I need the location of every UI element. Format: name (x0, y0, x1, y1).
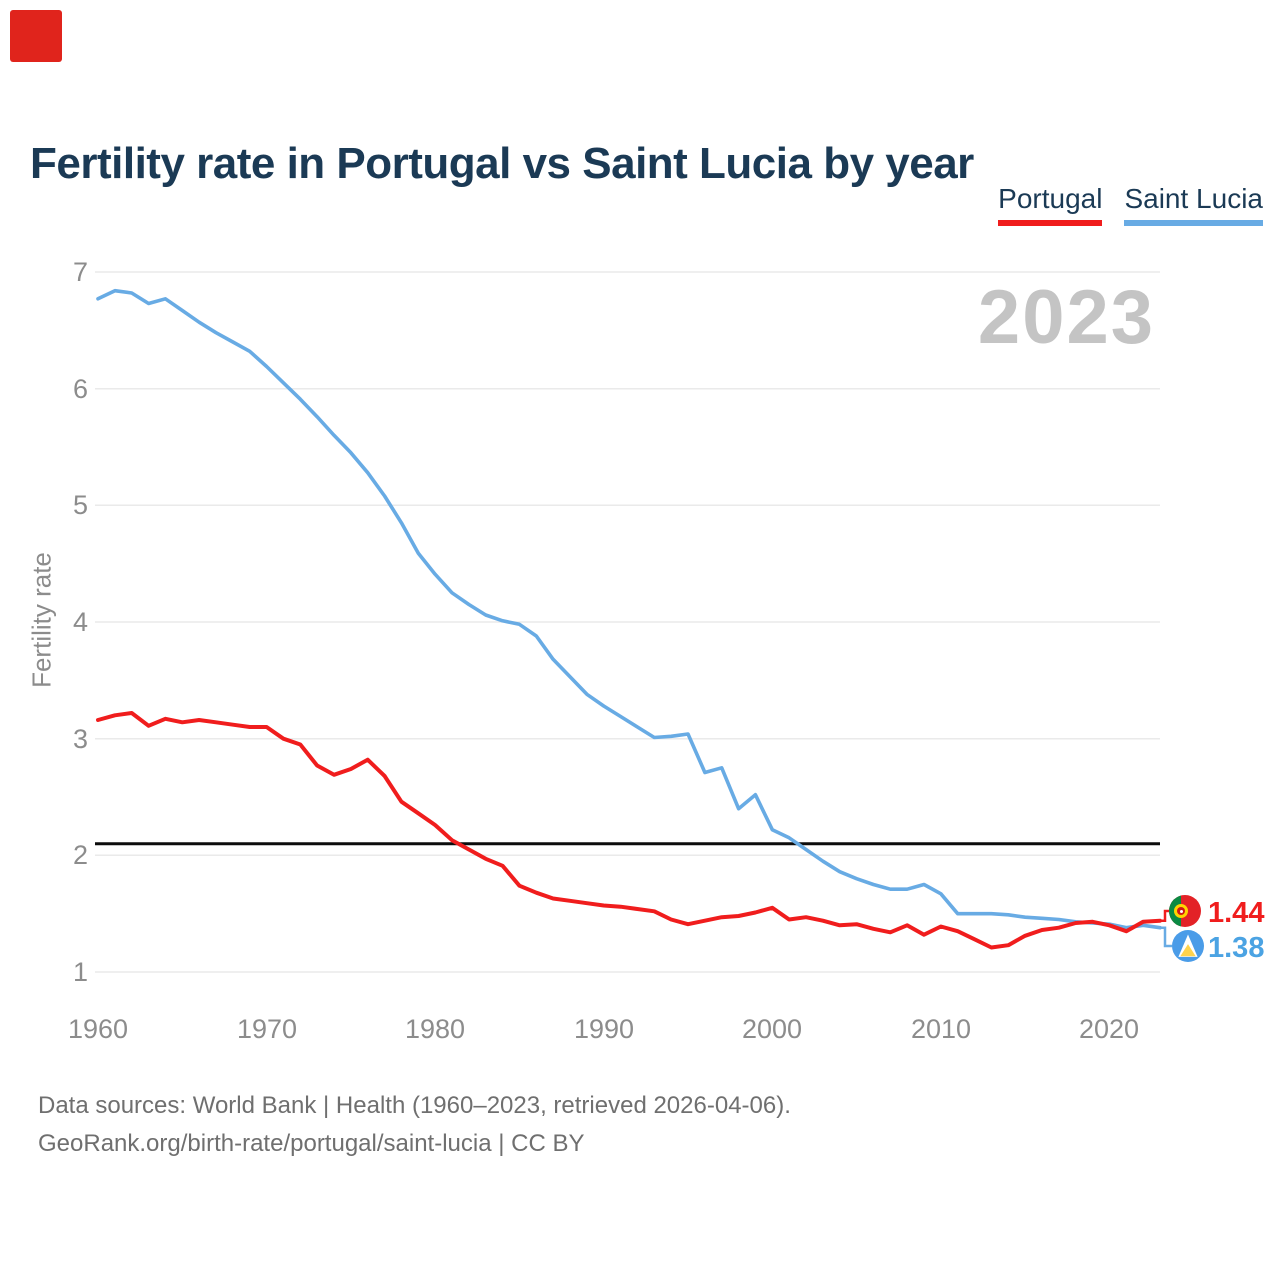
source-url-line: GeoRank.org/birth-rate/portugal/saint-lu… (38, 1130, 585, 1157)
x-tick-label: 2020 (1078, 1014, 1140, 1044)
portugal-end-value: 1.44 (1208, 897, 1265, 929)
portugal-flag-icon (1169, 895, 1201, 927)
x-tick-label: 2000 (741, 1014, 803, 1044)
y-tick-label: 2 (72, 840, 88, 870)
red-corner-marker (10, 10, 62, 62)
legend-item-saint-lucia[interactable]: Saint Lucia (1124, 183, 1263, 226)
y-tick-label: 7 (72, 257, 88, 287)
x-tick-label: 1980 (404, 1014, 466, 1044)
legend-item-portugal[interactable]: Portugal (998, 183, 1103, 226)
y-tick-label: 1 (72, 957, 88, 987)
year-watermark: 2023 (977, 275, 1155, 360)
x-tick-label: 2010 (910, 1014, 972, 1044)
page-title: Fertility rate in Portugal vs Saint Luci… (30, 139, 974, 189)
y-tick-label: 5 (72, 490, 88, 520)
footer-attribution: Data sources: World Bank | Health (1960–… (38, 1087, 791, 1163)
saint-lucia-end-value: 1.38 (1208, 932, 1265, 964)
legend: Portugal Saint Lucia (998, 183, 1263, 226)
x-tick-label: 1970 (236, 1014, 298, 1044)
y-tick-label: 3 (72, 724, 88, 754)
x-tick-label: 1990 (573, 1014, 635, 1044)
saint-lucia-flag-icon (1172, 930, 1204, 962)
x-tick-label: 1960 (67, 1014, 129, 1044)
y-tick-label: 4 (72, 607, 88, 637)
data-sources-line: Data sources: World Bank | Health (1960–… (38, 1092, 791, 1119)
y-tick-label: 6 (72, 374, 88, 404)
